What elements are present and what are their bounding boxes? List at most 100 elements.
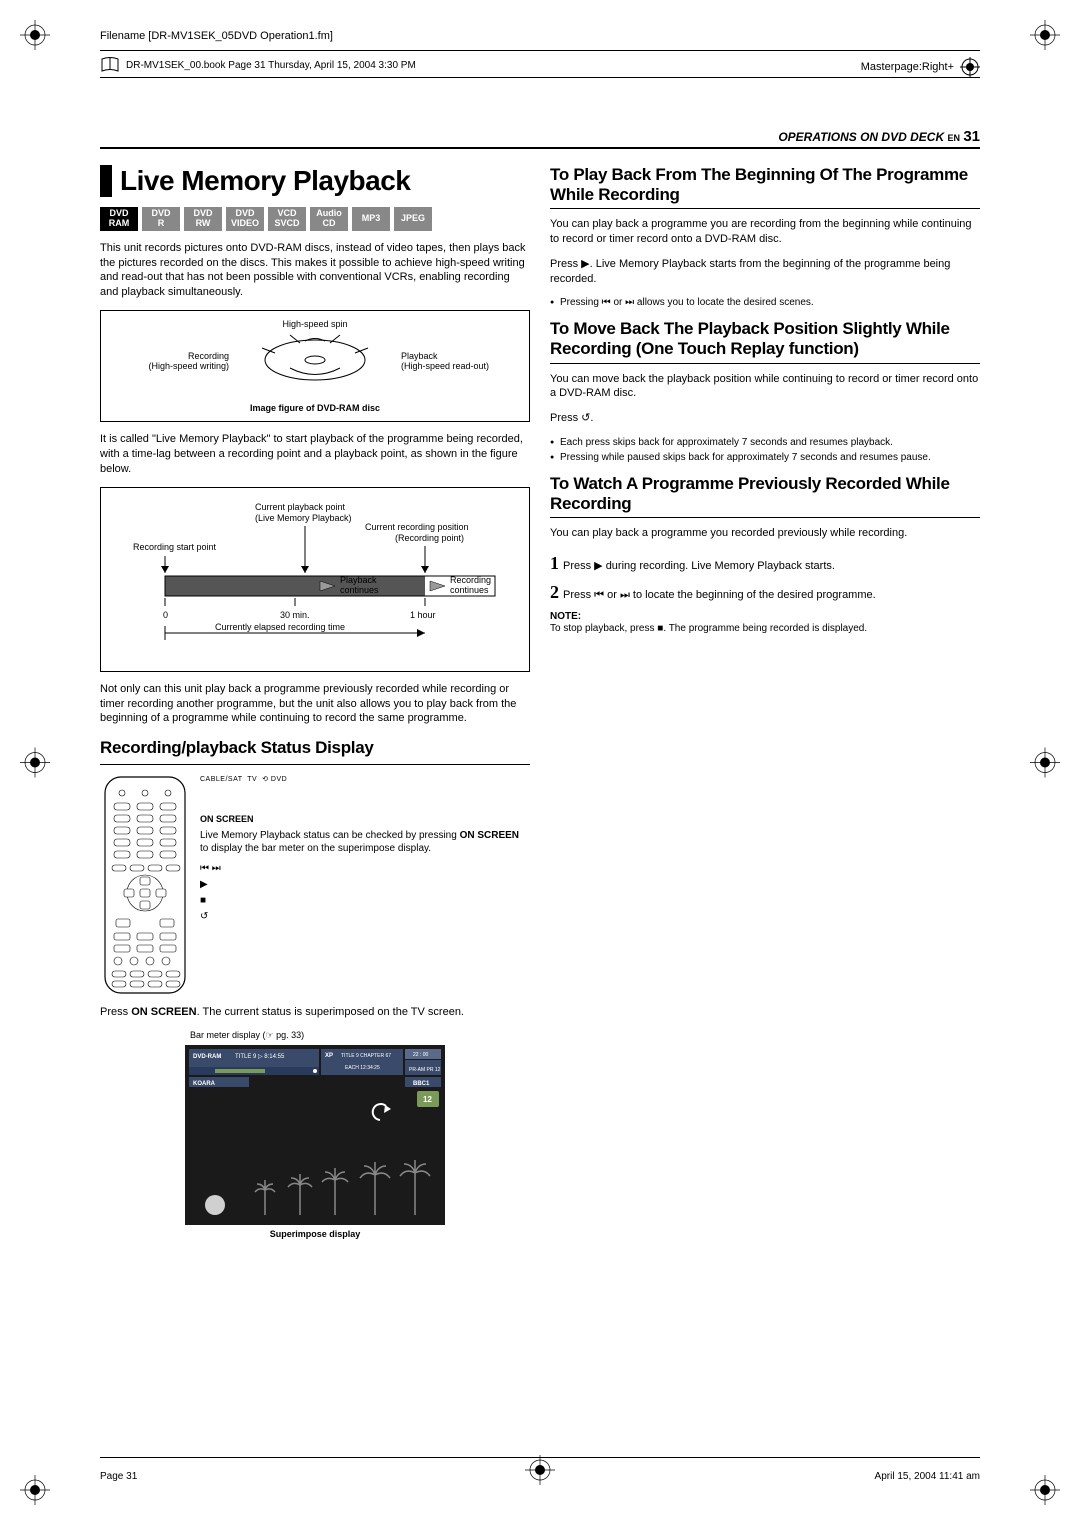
remote-control-icon: [100, 775, 190, 995]
tl-t60: 1 hour: [410, 610, 436, 620]
divider: [100, 764, 530, 765]
disc-left-labels: Recording (High-speed writing): [109, 351, 229, 371]
disc-left-label2: (High-speed writing): [109, 361, 229, 371]
svg-text:DVD-RAM: DVD-RAM: [193, 1054, 221, 1060]
tl-t30: 30 min.: [280, 610, 310, 620]
target-icon: [960, 57, 980, 77]
format-badge: JPEG: [394, 207, 432, 231]
step-2: 2Press ⏮ or ⏭ to locate the beginning of…: [550, 580, 980, 605]
disc-top-label: High-speed spin: [109, 319, 521, 329]
press-bold: ON SCREEN: [131, 1006, 196, 1018]
para2: It is called "Live Memory Playback" to s…: [100, 432, 530, 477]
right-p3: You can play back a programme you record…: [550, 526, 980, 541]
tl-pb-point: Current playback point: [255, 502, 346, 512]
svg-text:22 : 00: 22 : 00: [413, 1052, 429, 1058]
tl-start: Recording start point: [133, 542, 217, 552]
footer-page: Page 31: [100, 1471, 137, 1482]
intro-para: This unit records pictures onto DVD-RAM …: [100, 241, 530, 300]
press-t1: Press: [100, 1006, 131, 1018]
bullet-item: Pressing while paused skips back for app…: [550, 451, 980, 464]
format-badges: DVDRAMDVDRDVDRWDVDVIDEOVCDSVCDAudioCDMP3…: [100, 207, 530, 231]
filename-header: Filename [DR-MV1SEK_05DVD Operation1.fm]: [100, 30, 980, 42]
right-p2b: Press ↺.: [550, 411, 980, 426]
svg-text:EACH 12:34:25: EACH 12:34:25: [345, 1065, 380, 1071]
status-heading: Recording/playback Status Display: [100, 738, 530, 758]
section-title: Live Memory Playback: [100, 165, 530, 197]
play-icon: ▶: [200, 877, 530, 893]
tl-pb-cont: Playback: [340, 575, 377, 585]
title-bar-icon: [100, 165, 112, 197]
right-p1: You can play back a programme you are re…: [550, 217, 980, 247]
format-badge: DVDR: [142, 207, 180, 231]
book-line-text: DR-MV1SEK_00.book Page 31 Thursday, Apri…: [126, 60, 416, 71]
svg-text:TITLE 9 CHAPTER 67: TITLE 9 CHAPTER 67: [341, 1053, 391, 1059]
right-column: To Play Back From The Beginning Of The P…: [550, 165, 980, 1239]
format-badge: DVDRAM: [100, 207, 138, 231]
disc-svg: [260, 333, 370, 388]
divider: [100, 50, 980, 51]
svg-text:XP: XP: [325, 1053, 333, 1059]
svg-text:KOARA: KOARA: [193, 1081, 216, 1087]
step-2-text: Press ⏮ or ⏭ to locate the beginning of …: [563, 589, 876, 601]
tl-elapsed: Currently elapsed recording time: [215, 622, 345, 632]
press-t2: . The current status is superimposed on …: [197, 1006, 464, 1018]
format-badge: DVDVIDEO: [226, 207, 264, 231]
right-h3: To Watch A Programme Previously Recorded…: [550, 474, 980, 513]
format-badge: DVDRW: [184, 207, 222, 231]
divider: [550, 363, 980, 364]
divider: [550, 208, 980, 209]
svg-text:PR-AM PR 12: PR-AM PR 12: [409, 1067, 441, 1073]
format-badge: VCDSVCD: [268, 207, 306, 231]
tl-rec-pos2: (Recording point): [395, 533, 464, 543]
book-line: DR-MV1SEK_00.book Page 31 Thursday, Apri…: [100, 57, 416, 73]
para3: Not only can this unit play back a progr…: [100, 682, 530, 727]
tl-rec-cont: Recording: [450, 575, 491, 585]
remote-text: CABLE/SAT TV ⟲ DVD ON SCREEN Live Memory…: [200, 775, 530, 995]
remote-icons-column: ⏮ ⏭ ▶ ■ ↺: [200, 861, 530, 925]
disc-right-labels: Playback (High-speed read-out): [401, 351, 521, 371]
timeline-diagram: Current playback point (Live Memory Play…: [100, 487, 530, 672]
stop-icon: ■: [200, 893, 530, 909]
divider: [550, 517, 980, 518]
format-badge: AudioCD: [310, 207, 348, 231]
footer-date: April 15, 2004 11:41 am: [875, 1471, 980, 1482]
disc-caption: Image figure of DVD-RAM disc: [109, 403, 521, 413]
disc-right-label2: (High-speed read-out): [401, 361, 521, 371]
timeline-svg: Current playback point (Live Memory Play…: [109, 498, 521, 658]
tl-rec-cont2: continues: [450, 585, 489, 595]
footer: Page 31 April 15, 2004 11:41 am: [100, 1471, 980, 1482]
remote-top-labels: CABLE/SAT TV ⟲ DVD: [200, 775, 530, 784]
disc-right-label1: Playback: [401, 351, 521, 361]
deck-header-text: OPERATIONS ON DVD DECK: [778, 130, 944, 144]
step-1: 1Press ▶ during recording. Live Memory P…: [550, 551, 980, 576]
note-label: NOTE:: [550, 611, 980, 622]
divider: [100, 147, 980, 149]
svg-text:12: 12: [423, 1095, 432, 1104]
step-1-text: Press ▶ during recording. Live Memory Pl…: [563, 560, 835, 572]
en-label: EN: [947, 133, 960, 143]
on-screen-t2: to display the bar meter on the superimp…: [200, 843, 431, 854]
disc-diagram: High-speed spin Recording (High-speed wr…: [100, 310, 530, 422]
divider: [100, 77, 980, 78]
bullet-item: Each press skips back for approximately …: [550, 436, 980, 449]
page-header: OPERATIONS ON DVD DECK EN 31: [100, 128, 980, 145]
left-column: Live Memory Playback DVDRAMDVDRDVDRWDVDV…: [100, 165, 530, 1239]
crop-mark-ml: [20, 748, 50, 781]
tv-screen: DVD-RAM TITLE 9 ▷ 8:14:55 XP TITLE 9 CHA…: [185, 1045, 445, 1225]
remote-section: CABLE/SAT TV ⟲ DVD ON SCREEN Live Memory…: [100, 775, 530, 995]
on-screen-desc: Live Memory Playback status can be check…: [200, 829, 530, 855]
on-screen-label: ON SCREEN: [200, 814, 530, 826]
note-text: To stop playback, press ■. The programme…: [550, 622, 980, 635]
svg-text:BBC1: BBC1: [413, 1081, 430, 1087]
tl-t0: 0: [163, 610, 168, 620]
on-screen-bold: ON SCREEN: [460, 830, 519, 841]
footer-divider: [100, 1457, 980, 1458]
superimpose-caption: Superimpose display: [100, 1229, 530, 1239]
right-p1b: Press ▶. Live Memory Playback starts fro…: [550, 257, 980, 287]
crop-mark-tr: [1030, 20, 1060, 53]
right-h2: To Move Back The Playback Position Sligh…: [550, 319, 980, 358]
tv-screen-svg: DVD-RAM TITLE 9 ▷ 8:14:55 XP TITLE 9 CHA…: [185, 1045, 445, 1225]
book-icon: [100, 57, 120, 73]
crop-mark-tl: [20, 20, 50, 53]
tl-rec-pos: Current recording position: [365, 522, 469, 532]
